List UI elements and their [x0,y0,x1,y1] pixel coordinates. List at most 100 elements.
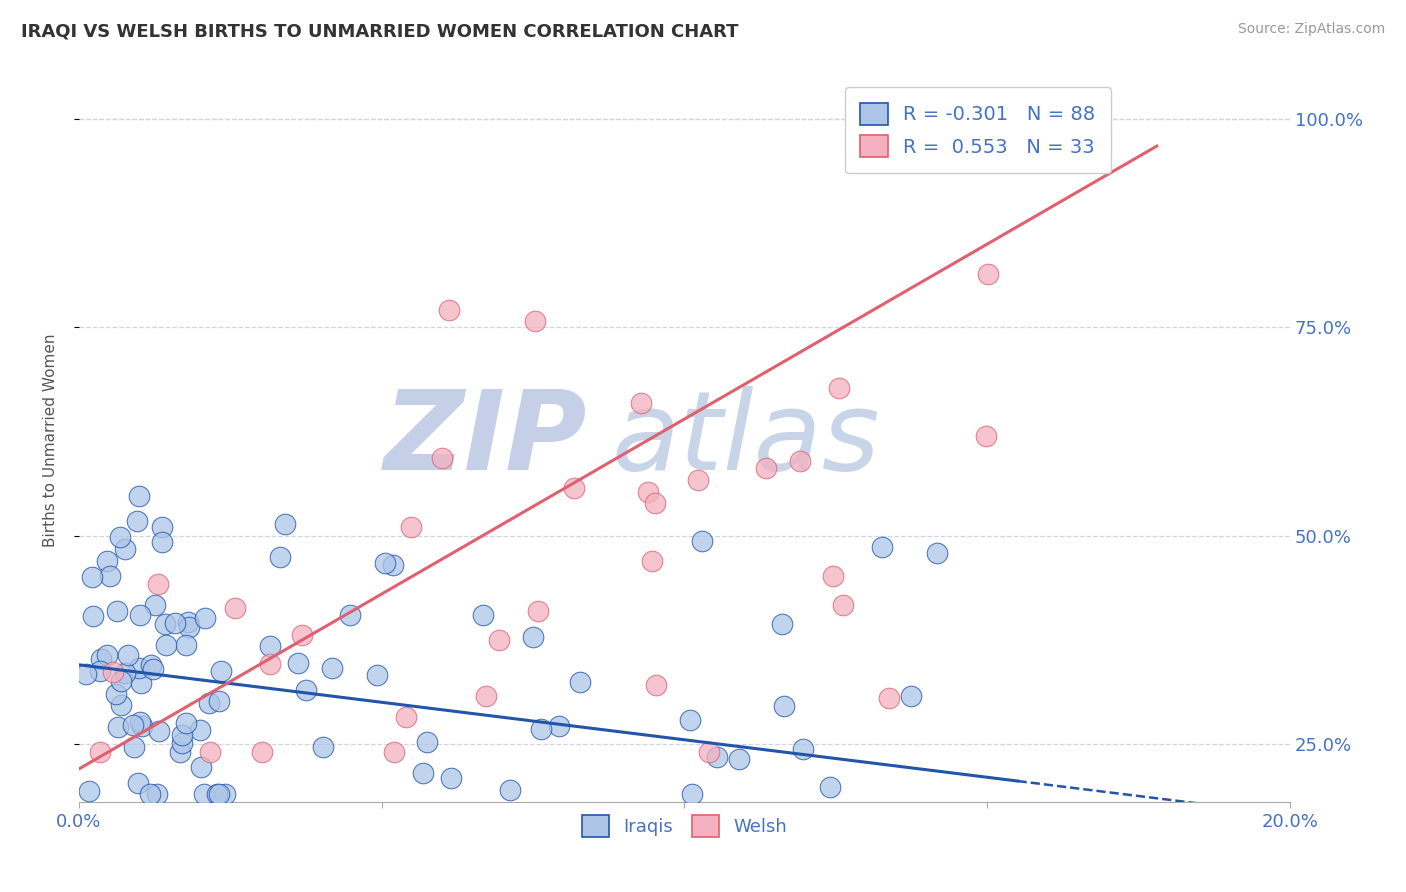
Point [208,787,231,801]
Point [107,720,129,734]
Point [188,723,211,738]
Point [548,719,571,733]
Point [117,648,139,662]
Y-axis label: Births to Unmarried Women: Births to Unmarried Women [44,333,58,547]
Point [172,736,194,750]
Point [692,534,714,549]
Point [630,395,652,409]
Point [399,520,422,534]
Point [641,554,664,568]
Point [382,558,405,572]
Point [679,714,702,728]
Point [176,615,198,629]
Point [412,765,434,780]
Point [82,608,104,623]
Point [169,745,191,759]
Point [475,690,498,704]
Point [295,682,318,697]
Point [198,696,221,710]
Point [108,530,131,544]
Point [165,615,187,630]
Point [101,665,124,679]
Point [792,742,814,756]
Text: ZIP: ZIP [384,386,588,493]
Point [269,549,291,564]
Point [974,429,997,443]
Point [287,656,309,670]
Point [530,722,553,736]
Point [129,675,152,690]
Point [153,616,176,631]
Point [146,787,169,801]
Point [127,776,149,790]
Point [190,760,212,774]
Point [395,710,418,724]
Point [290,628,312,642]
Point [644,496,666,510]
Text: atlas: atlas [612,386,880,493]
Legend: Iraqis, Welsh: Iraqis, Welsh [575,807,794,844]
Point [789,454,811,468]
Point [877,690,900,705]
Point [105,604,128,618]
Point [312,739,335,754]
Point [374,557,396,571]
Point [437,303,460,318]
Point [207,787,229,801]
Point [382,745,405,759]
Point [522,630,544,644]
Point [900,689,922,703]
Point [114,542,136,557]
Point [177,620,200,634]
Point [96,554,118,568]
Point [250,745,273,759]
Point [128,608,150,623]
Point [439,772,461,786]
Point [832,598,855,612]
Point [75,667,97,681]
Point [209,664,232,678]
Point [827,382,849,396]
Point [122,717,145,731]
Point [569,675,592,690]
Point [148,724,170,739]
Point [681,787,703,801]
Point [150,520,173,534]
Point [128,489,150,503]
Point [773,699,796,714]
Text: Source: ZipAtlas.com: Source: ZipAtlas.com [1237,22,1385,37]
Point [124,739,146,754]
Point [637,484,659,499]
Text: IRAQI VS WELSH BIRTHS TO UNMARRIED WOMEN CORRELATION CHART: IRAQI VS WELSH BIRTHS TO UNMARRIED WOMEN… [21,22,738,40]
Point [194,611,217,625]
Point [770,617,793,632]
Point [259,657,281,671]
Point [174,716,197,731]
Point [131,719,153,733]
Point [143,598,166,612]
Point [697,745,720,759]
Point [174,638,197,652]
Point [127,514,149,528]
Point [564,481,586,495]
Point [114,666,136,681]
Point [977,267,1000,281]
Point [432,450,454,465]
Point [100,569,122,583]
Point [526,604,548,618]
Point [645,678,668,692]
Point [523,314,546,328]
Point [129,715,152,730]
Point [193,787,215,801]
Point [706,749,728,764]
Point [150,535,173,549]
Point [339,607,361,622]
Point [274,516,297,531]
Point [472,607,495,622]
Point [110,698,132,712]
Point [139,658,162,673]
Point [155,638,177,652]
Point [224,601,246,615]
Point [259,639,281,653]
Point [927,546,949,560]
